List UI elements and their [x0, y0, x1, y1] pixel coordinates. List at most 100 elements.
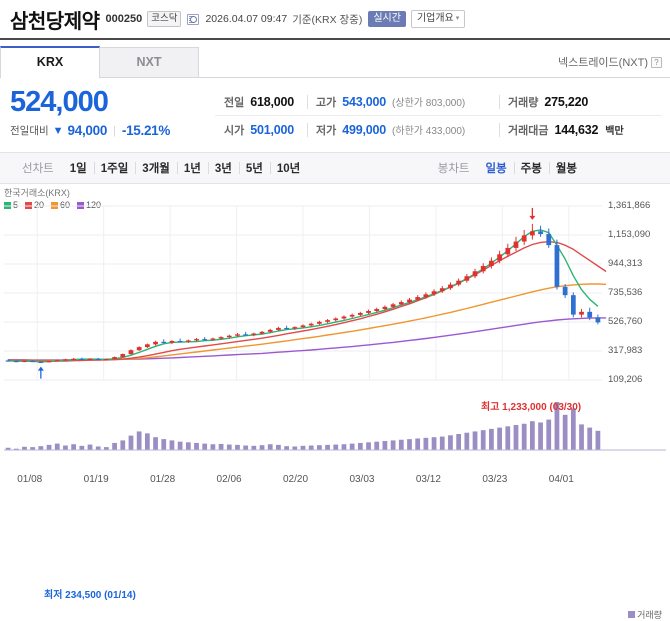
price-block: 524,000 전일대비 ▼ 94,000 | -15.21% — [10, 88, 215, 144]
line-chart-group: 선차트 1일 1주일 3개월 1년 3년 5년 10년 — [22, 160, 307, 176]
stat-lower-limit: (하한가 433,000) — [392, 126, 466, 138]
y-axis-label: 1,153,090 — [608, 229, 651, 240]
period-1d[interactable]: 1일 — [69, 163, 87, 175]
stat-volume: 거래량 275,220 — [499, 94, 588, 110]
volume-legend-label: 거래량 — [637, 610, 662, 620]
ma-legend-60: 60 — [51, 200, 70, 210]
stat-high-value: 543,000 — [342, 94, 387, 109]
ma-legend-20: 20 — [25, 200, 44, 210]
stat-volume-value: 275,220 — [544, 94, 589, 109]
realtime-badge[interactable]: 실시간 — [368, 11, 406, 27]
stock-code: 000250 — [105, 13, 143, 25]
candle-daily[interactable]: 일봉 — [485, 163, 507, 175]
change-value: 94,000 — [67, 123, 108, 138]
period-10y[interactable]: 10년 — [269, 160, 307, 176]
candle-chart-group: 봉차트 일봉 주봉 월봉 — [438, 160, 584, 176]
candle-monthly[interactable]: 월봉 — [548, 160, 584, 176]
stat-open: 시가 501,000 — [215, 122, 307, 138]
stat-volume-label: 거래량 — [508, 96, 539, 109]
tab-krx[interactable]: KRX — [0, 46, 100, 78]
period-3m[interactable]: 3개월 — [135, 160, 177, 176]
market-tabs: KRX NXT 넥스트레이드(NXT) ? — [0, 40, 670, 78]
price-summary: 524,000 전일대비 ▼ 94,000 | -15.21% 전일 618,0… — [0, 78, 670, 152]
stat-open-label: 시가 — [224, 125, 245, 138]
period-5y[interactable]: 5년 — [238, 160, 270, 176]
y-axis-label: 526,760 — [608, 316, 643, 327]
quote-timestamp: 2026.04.07 09:47 — [205, 13, 288, 25]
divider: | — [113, 124, 116, 137]
stat-trade-value: 거래대금 144,632 백만 — [499, 122, 624, 138]
ma-legend-120: 120 — [77, 200, 101, 210]
x-axis-label: 01/08 — [17, 474, 43, 485]
x-axis-label: 02/20 — [283, 474, 309, 485]
tab-krx-label: KRX — [36, 55, 64, 69]
period-1y[interactable]: 1년 — [176, 160, 208, 176]
y-axis-label: 109,206 — [608, 374, 643, 385]
candle-weekly[interactable]: 주봉 — [513, 160, 549, 176]
stat-low-label: 저가 — [316, 125, 337, 138]
ma-legend-5: 5 — [4, 200, 18, 210]
low-annotation: 최저 234,500 (01/14) — [44, 590, 136, 601]
current-price: 524,000 — [10, 86, 109, 118]
ma60-swatch — [51, 201, 59, 209]
stat-open-value: 501,000 — [250, 123, 295, 138]
ma20-swatch — [25, 201, 33, 209]
stat-low: 저가 499,000 (하한가 433,000) — [307, 122, 499, 138]
quote-basis: 기준(KRX 장중) — [292, 13, 363, 26]
stat-trade-value-unit: 백만 — [605, 126, 624, 138]
price-chart[interactable]: 한국거래소(KRX) 5 20 60 120 최고 1,233,000 (03/… — [0, 184, 670, 620]
stat-low-value: 499,000 — [342, 123, 387, 138]
y-axis-label: 735,536 — [608, 287, 643, 298]
stat-prev-close: 전일 618,000 — [215, 94, 307, 110]
market-badge: 코스닥 — [147, 10, 182, 28]
stats-block: 전일 618,000 고가 543,000 (상한가 803,000) 거래량 … — [215, 88, 662, 144]
x-axis-label: 04/01 — [548, 474, 574, 485]
tab-nxt-label: NXT — [136, 55, 162, 69]
stats-row-top: 전일 618,000 고가 543,000 (상한가 803,000) 거래량 … — [215, 88, 662, 117]
nextrade-note-label: 넥스트레이드(NXT) — [557, 57, 648, 69]
company-overview-label: 기업개요 — [416, 13, 454, 24]
down-triangle-icon: ▼ — [52, 124, 64, 137]
stock-name: 삼천당제약 — [10, 10, 100, 33]
ma120-swatch — [77, 201, 85, 209]
line-chart-label: 선차트 — [22, 163, 54, 175]
stat-trade-value-label: 거래대금 — [508, 125, 549, 138]
x-axis-label: 03/23 — [482, 474, 508, 485]
stat-high: 고가 543,000 (상한가 803,000) — [307, 94, 499, 110]
chart-legend-title: 한국거래소(KRX) — [4, 188, 70, 198]
stat-high-label: 고가 — [316, 96, 337, 109]
y-axis-label: 317,983 — [608, 345, 643, 356]
stat-upper-limit: (상한가 803,000) — [392, 97, 466, 109]
nextrade-note: 넥스트레이드(NXT) ? — [558, 54, 670, 77]
y-axis-label: 1,361,866 — [608, 200, 651, 211]
stat-prev-close-label: 전일 — [224, 96, 245, 109]
x-axis-label: 01/28 — [150, 474, 176, 485]
change-label: 전일대비 — [10, 125, 49, 137]
tab-nxt[interactable]: NXT — [99, 47, 199, 77]
chevron-down-icon: ▾ — [455, 15, 460, 22]
x-axis-label: 01/19 — [83, 474, 109, 485]
chart-legend: 한국거래소(KRX) 5 20 60 120 — [4, 186, 101, 210]
change-percent: -15.21% — [121, 123, 171, 138]
document-icon[interactable] — [187, 13, 200, 25]
y-axis-label: 944,313 — [608, 258, 643, 269]
stat-trade-value-amount: 144,632 — [554, 123, 599, 138]
price-change-row: 전일대비 ▼ 94,000 | -15.21% — [10, 123, 215, 138]
page-header: 삼천당제약 000250 코스닥 2026.04.07 09:47 기준(KRX… — [0, 0, 670, 40]
x-axis-label: 03/03 — [349, 474, 375, 485]
stat-prev-close-value: 618,000 — [250, 94, 295, 109]
period-1w[interactable]: 1주일 — [93, 160, 136, 176]
high-annotation: 최고 1,233,000 (03/30) — [481, 402, 582, 413]
ma-legend: 5 20 60 120 — [4, 200, 101, 210]
x-axis-label: 03/12 — [415, 474, 441, 485]
chart-canvas — [4, 205, 666, 451]
volume-legend: 거래량 — [628, 608, 662, 621]
x-axis-label: 02/06 — [216, 474, 242, 485]
stats-row-bottom: 시가 501,000 저가 499,000 (하한가 433,000) 거래대금… — [215, 116, 662, 144]
period-3y[interactable]: 3년 — [207, 160, 239, 176]
help-icon[interactable]: ? — [651, 56, 662, 68]
ma5-swatch — [4, 201, 11, 209]
company-overview-button[interactable]: 기업개요 ▾ — [410, 10, 466, 28]
volume-swatch — [628, 611, 636, 618]
